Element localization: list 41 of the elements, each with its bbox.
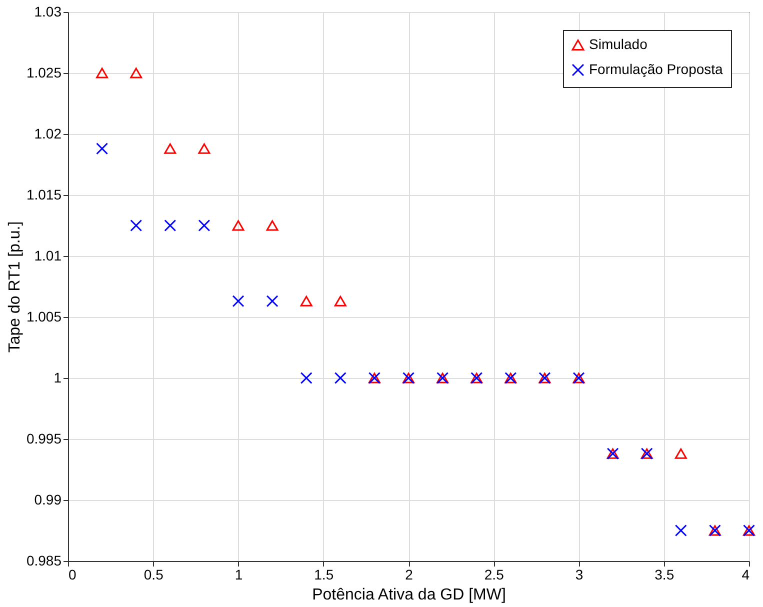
point — [164, 143, 176, 154]
point — [96, 142, 108, 155]
y-axis-title: Tape do RT1 [p.u.] — [6, 221, 24, 353]
x-tick-label: 0 — [68, 566, 76, 582]
y-tick-label: 1.02 — [34, 126, 62, 142]
point — [164, 220, 176, 232]
x-tick-label: 2 — [405, 566, 414, 582]
point — [674, 524, 687, 536]
y-tick-label: 1 — [54, 370, 62, 386]
y-tick-label: 1.025 — [26, 64, 62, 80]
point — [130, 68, 142, 78]
x-tick-label: 3 — [575, 566, 584, 582]
point — [266, 295, 278, 308]
y-tick-label: 0.995 — [26, 430, 62, 446]
x-tick-label: 1.5 — [314, 566, 334, 582]
point — [232, 295, 244, 308]
y-tick-label: 1.03 — [34, 4, 62, 20]
x-tick-label: 4 — [742, 566, 750, 582]
y-tick-label: 0.99 — [34, 492, 62, 508]
point — [232, 220, 244, 231]
x-tick-label: 3.5 — [654, 566, 674, 582]
point — [96, 68, 108, 78]
point — [130, 220, 142, 232]
x-tick-label: 2.5 — [484, 566, 504, 582]
point — [334, 372, 346, 384]
point — [300, 372, 312, 384]
point — [198, 143, 210, 154]
point — [266, 220, 278, 231]
x-tick-label: 1 — [234, 566, 243, 582]
point — [300, 296, 312, 306]
point — [674, 448, 687, 459]
y-tick-label: 1.005 — [26, 308, 62, 324]
y-tick-label: 1.01 — [34, 248, 62, 264]
point — [198, 220, 210, 232]
y-tick-label: 0.985 — [26, 552, 62, 568]
point — [334, 296, 346, 306]
x-axis-title: Potência Ativa da GD [MW] — [312, 586, 506, 604]
x-tick-label: 0.5 — [144, 566, 164, 582]
legend-label: Simulado — [589, 36, 648, 52]
legend-label: Formulação Proposta — [589, 61, 724, 77]
y-tick-label: 1.015 — [26, 186, 62, 202]
